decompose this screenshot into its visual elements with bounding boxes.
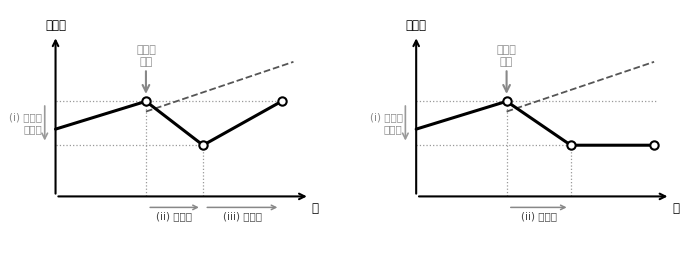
Text: (i) 後退の
度合い: (i) 後退の 度合い (9, 112, 42, 134)
Text: 年: 年 (672, 202, 679, 215)
Text: (iii) 回復期: (iii) 回復期 (223, 211, 262, 221)
Text: 生産性: 生産性 (406, 19, 427, 32)
Text: 危機が
発生: 危機が 発生 (497, 45, 517, 67)
Text: (i) 後退の
度合い: (i) 後退の 度合い (369, 112, 402, 134)
Text: 年: 年 (312, 202, 319, 215)
Text: 生産性: 生産性 (45, 19, 66, 32)
Text: (ii) 後退期: (ii) 後退期 (521, 211, 557, 221)
Text: (ii) 後退期: (ii) 後退期 (156, 211, 193, 221)
Text: 危機が
発生: 危機が 発生 (136, 45, 156, 67)
